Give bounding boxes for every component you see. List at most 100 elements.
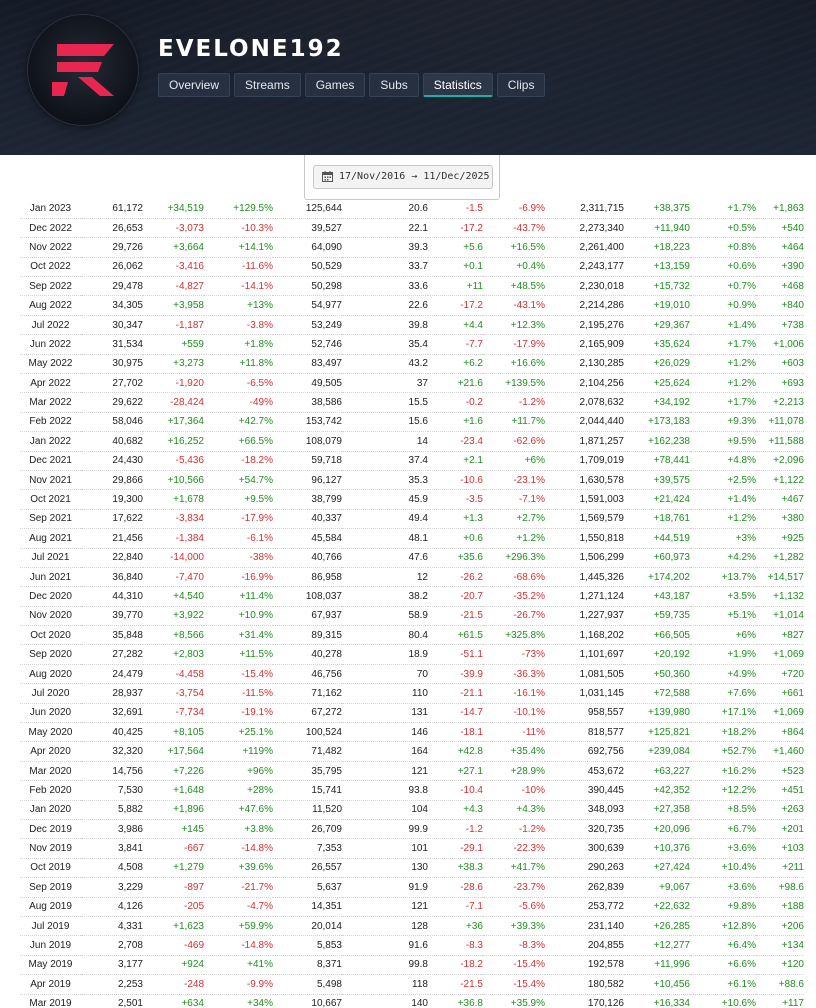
table-row: Dec 2022 26,653 -3,073 -10.3% 39,527 22.1 -17.…	[0, 218, 816, 239]
cell-avg-viewers: 32,691	[81, 703, 143, 724]
cell-month[interactable]: May 2022	[20, 354, 81, 375]
channel-nav: Overview Streams Games Subs Statistics Clips	[158, 73, 546, 97]
row-spacer	[0, 354, 20, 373]
cell-followers-change: +239,084	[624, 741, 690, 762]
cell-month[interactable]: Oct 2020	[20, 625, 81, 646]
cell-month[interactable]: May 2019	[20, 955, 81, 976]
cell-month[interactable]: Nov 2020	[20, 606, 81, 627]
cell-month[interactable]: Sep 2020	[20, 644, 81, 665]
cell-month[interactable]: Jun 2021	[20, 567, 81, 588]
table-row: May 2022 30,975 +3,273 +11.8% 83,497 43.2 +6.2…	[0, 354, 816, 375]
cell-followers: 204,855	[545, 935, 624, 956]
cell-peak-viewers: 52,746	[273, 334, 342, 355]
cell-month[interactable]: Sep 2019	[20, 877, 81, 898]
cell-month[interactable]: Aug 2019	[20, 897, 81, 917]
channel-avatar[interactable]	[28, 15, 138, 125]
row-spacer	[0, 820, 20, 839]
cell-avg-viewers-change: +3,958	[143, 295, 204, 316]
cell-month[interactable]: Jan 2022	[20, 431, 81, 452]
cell-month[interactable]: Mar 2019	[20, 994, 81, 1008]
cell-hours-streamed: 146	[342, 722, 428, 743]
cell-month[interactable]: Dec 2022	[20, 218, 81, 239]
cell-month[interactable]: Sep 2022	[20, 276, 81, 297]
cell-month[interactable]: Jan 2020	[20, 800, 81, 821]
cell-hours-change-pct: +11.7%	[483, 412, 545, 433]
cell-month[interactable]: Apr 2019	[20, 974, 81, 995]
cell-month[interactable]: Mar 2020	[20, 761, 81, 782]
cell-peak-viewers: 108,037	[273, 586, 342, 607]
cell-followers: 1,550,818	[545, 528, 624, 549]
cell-avg-viewers-change: -248	[143, 974, 204, 995]
cell-followers-change-pct: +10.4%	[690, 858, 756, 879]
cell-avg-viewers-change: -205	[143, 897, 204, 917]
cell-peak-viewers: 15,741	[273, 780, 342, 801]
cell-hours-change: +42.8	[428, 741, 483, 762]
cell-month[interactable]: Nov 2019	[20, 838, 81, 859]
tab-streams[interactable]: Streams	[234, 73, 301, 97]
cell-month[interactable]: Jul 2020	[20, 683, 81, 704]
cell-followers-change: +34,192	[624, 392, 690, 413]
cell-avg-viewers-change: -1,384	[143, 528, 204, 549]
cell-hours-change-pct: +16.6%	[483, 354, 545, 375]
cell-month[interactable]: Aug 2022	[20, 295, 81, 316]
cell-month[interactable]: Feb 2022	[20, 412, 81, 433]
cell-hours-change: -18.1	[428, 722, 483, 743]
cell-month[interactable]: Nov 2022	[20, 237, 81, 258]
cell-month[interactable]: Apr 2022	[20, 373, 81, 394]
cell-followers-change: +19,010	[624, 295, 690, 316]
cell-followers: 1,709,019	[545, 451, 624, 471]
cell-month[interactable]: Aug 2021	[20, 528, 81, 549]
row-spacer	[804, 626, 816, 645]
cell-month[interactable]: Oct 2022	[20, 257, 81, 278]
tab-clips[interactable]: Clips	[496, 73, 546, 97]
cell-month[interactable]: Jul 2022	[20, 315, 81, 336]
tab-games[interactable]: Games	[304, 73, 366, 97]
cell-month[interactable]: Dec 2019	[20, 819, 81, 840]
cell-followers-change-pct: +6.7%	[690, 819, 756, 840]
cell-hours-streamed: 140	[342, 994, 428, 1008]
cell-month[interactable]: Jul 2021	[20, 548, 81, 568]
arrow-right-icon: →	[411, 171, 418, 182]
row-spacer	[804, 218, 816, 237]
cell-avg-viewers-change: +8,105	[143, 722, 204, 743]
row-spacer	[0, 781, 20, 800]
row-spacer	[804, 858, 816, 877]
row-spacer	[804, 684, 816, 703]
cell-followers: 300,639	[545, 838, 624, 859]
cell-month[interactable]: Oct 2021	[20, 489, 81, 510]
cell-hours-streamed: 12	[342, 567, 428, 588]
cell-month[interactable]: Jun 2020	[20, 703, 81, 724]
cell-avg-viewers-change: +3,664	[143, 237, 204, 258]
table-row: Jun 2021 36,840 -7,470 -16.9% 86,958 12 -26.2-…	[0, 567, 816, 588]
cell-month[interactable]: Jun 2019	[20, 935, 81, 956]
cell-hours-change-pct: -1.2%	[483, 392, 545, 413]
cell-followers: 253,772	[545, 897, 624, 917]
cell-month[interactable]: Oct 2019	[20, 858, 81, 879]
cell-month[interactable]: May 2020	[20, 722, 81, 743]
cell-month[interactable]: Feb 2020	[20, 780, 81, 801]
cell-month[interactable]: Sep 2021	[20, 509, 81, 530]
cell-followers-change-pct: +1.2%	[690, 354, 756, 375]
cell-avg-viewers-change: -3,834	[143, 509, 204, 530]
cell-peak-viewers: 39,527	[273, 218, 342, 239]
cell-month[interactable]: Jul 2019	[20, 916, 81, 937]
cell-month[interactable]: Jun 2022	[20, 334, 81, 355]
cell-avg-viewers-change-pct: -9.9%	[204, 974, 273, 995]
cell-month[interactable]: Apr 2020	[20, 741, 81, 762]
cell-month[interactable]: Mar 2022	[20, 392, 81, 413]
tab-overview[interactable]: Overview	[158, 73, 231, 97]
cell-followers: 2,311,715	[545, 199, 624, 219]
cell-hours-change-pct: +325.8%	[483, 625, 545, 646]
cell-month[interactable]: Jan 2023	[20, 199, 81, 219]
cell-followers-change-pct: +1.9%	[690, 644, 756, 665]
cell-hours-streamed: 80.4	[342, 625, 428, 646]
cell-month[interactable]: Aug 2020	[20, 664, 81, 685]
tab-subs[interactable]: Subs	[369, 73, 419, 97]
tab-statistics[interactable]: Statistics	[422, 73, 493, 97]
cell-avg-viewers-change-pct: -16.9%	[204, 567, 273, 588]
cell-month[interactable]: Dec 2021	[20, 451, 81, 471]
cell-month[interactable]: Nov 2021	[20, 470, 81, 491]
table-row: Aug 2022 34,305 +3,958 +13% 54,977 22.6 -17.2-…	[0, 295, 816, 316]
date-range-picker[interactable]: 17/Nov/2016 → 11/Dec/2025	[313, 165, 493, 189]
cell-month[interactable]: Dec 2020	[20, 586, 81, 607]
